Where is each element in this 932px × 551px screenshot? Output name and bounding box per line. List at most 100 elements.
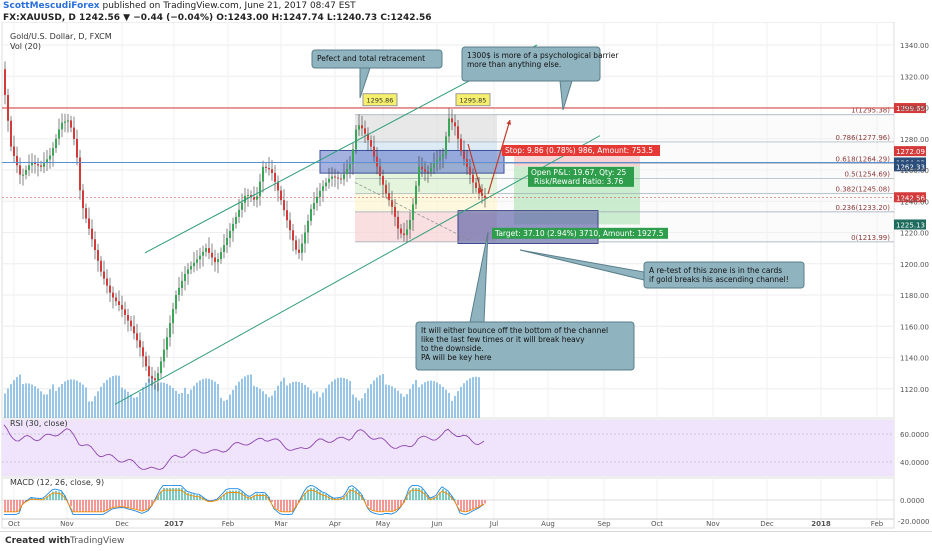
volume-bar — [196, 383, 198, 418]
volume-bar — [127, 392, 129, 418]
volume-bar — [478, 377, 480, 418]
candle-body — [376, 157, 378, 167]
candle-body — [283, 200, 285, 210]
price-tick-label: 1320.00 — [900, 73, 929, 81]
candle-body — [427, 172, 429, 173]
macd-hist — [352, 488, 354, 500]
macd-hist — [466, 500, 468, 512]
rsi-legend: RSI (30, close) — [10, 419, 68, 428]
candle-body — [157, 373, 159, 380]
symbol-title: Gold/U.S. Dollar, D, FXCM — [10, 32, 112, 41]
volume-bar — [394, 388, 396, 418]
volume-bar — [442, 387, 444, 418]
macd-hist — [460, 500, 462, 511]
volume-bar — [202, 379, 204, 418]
candle-body — [475, 183, 477, 188]
macd-hist — [241, 492, 243, 500]
macd-hist — [472, 500, 474, 509]
candle-body — [37, 164, 39, 165]
candle-body — [31, 163, 33, 166]
author-link[interactable]: ScottMescudiForex — [3, 1, 100, 11]
volume-bar — [106, 380, 108, 418]
candle-body — [397, 217, 399, 229]
volume-bar — [448, 393, 450, 418]
volume-bar — [280, 381, 282, 418]
tradingview-logo[interactable]: TradingView — [70, 536, 124, 546]
volume-bar — [112, 376, 114, 418]
price-tick-label: 1180.00 — [900, 292, 929, 300]
candle-body — [82, 190, 84, 208]
candle-body — [379, 166, 381, 176]
candle-body — [316, 197, 318, 203]
volume-bar — [46, 394, 48, 418]
candle-body — [238, 210, 240, 217]
rr-label: Risk/Reward Ratio: 3.76 — [534, 177, 623, 186]
volume-bar — [226, 400, 228, 418]
candle-body — [64, 122, 66, 123]
candle-body — [73, 128, 75, 139]
candle-body — [406, 229, 408, 235]
candle-body — [451, 118, 453, 122]
candle-body — [112, 293, 114, 298]
macd-hist — [193, 494, 195, 500]
candle-body — [436, 160, 438, 163]
macd-hist — [382, 500, 384, 512]
macd-hist — [484, 500, 486, 504]
volume-bar — [349, 381, 351, 418]
candle-body — [346, 169, 348, 174]
macd-hist — [58, 492, 60, 500]
candle-body — [439, 157, 441, 160]
volume-bar — [217, 384, 219, 418]
candle-body — [325, 183, 327, 187]
volume-bar — [247, 375, 249, 418]
time-tick-label: Jun — [431, 520, 443, 528]
price-tick-label: 1340.00 — [900, 42, 929, 50]
candle-body — [139, 340, 141, 347]
macd-hist — [94, 500, 96, 512]
macd-hist — [418, 488, 420, 500]
volume-bar — [91, 401, 93, 418]
volume-bar — [421, 384, 423, 418]
callout-barrier-text: 1300$ is more of a psychological barrier — [467, 51, 619, 60]
macd-hist — [256, 494, 258, 500]
candle-body — [202, 252, 204, 256]
candle-body — [469, 167, 471, 175]
volume-bar — [136, 397, 138, 418]
macd-hist — [316, 490, 318, 500]
macd-hist — [124, 500, 126, 506]
macd-hist — [190, 494, 192, 500]
macd-hist — [109, 500, 111, 509]
volume-bar — [79, 382, 81, 418]
volume-bar — [37, 389, 39, 418]
price-chart[interactable]: 1(1295.38)0.786(1277.96)0.618(1264.29)0.… — [0, 22, 932, 532]
candle-body — [358, 125, 360, 129]
volume-bar — [19, 375, 21, 418]
volume-bar — [403, 397, 405, 418]
candle-body — [193, 263, 195, 266]
candle-body — [448, 118, 450, 136]
macd-hist — [274, 500, 276, 507]
volume-bar — [406, 394, 408, 418]
macd-hist — [289, 500, 291, 512]
macd-hist — [103, 500, 105, 512]
candle-body — [307, 221, 309, 233]
candle-body — [55, 139, 57, 148]
volume-bar — [211, 380, 213, 418]
macd-hist — [322, 493, 324, 500]
candle-body — [142, 347, 144, 356]
macd-hist — [280, 500, 282, 511]
macd-hist — [181, 488, 183, 500]
volume-bar — [139, 392, 141, 418]
candle-body — [4, 69, 6, 95]
price-tick-label: 1200.00 — [900, 261, 929, 269]
volume-bar — [241, 379, 243, 418]
volume-bar — [94, 396, 96, 418]
macd-hist — [145, 500, 147, 510]
volume-bar — [340, 378, 342, 418]
candle-body — [292, 230, 294, 240]
callout-bounce-text: It will either bounce off the bottom of … — [421, 326, 608, 335]
macd-hist — [379, 500, 381, 512]
candle-body — [58, 129, 60, 138]
candle-body — [286, 210, 288, 220]
candle-body — [172, 309, 174, 323]
